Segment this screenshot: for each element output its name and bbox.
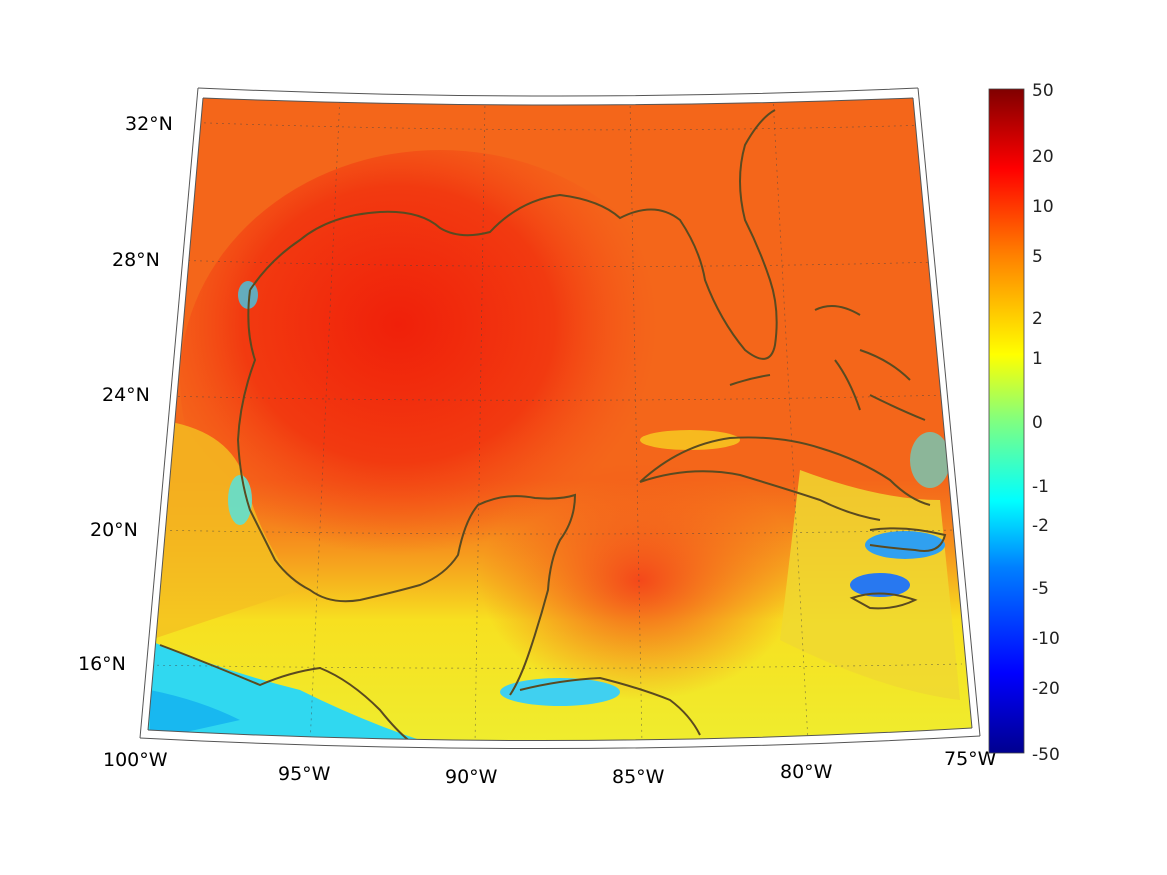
- lat-label-24: 24°N: [102, 384, 150, 406]
- lat-label-28: 28°N: [112, 249, 160, 271]
- lon-label-75: 75°W: [944, 748, 997, 770]
- longitude-labels: 100°W 95°W 90°W 85°W 80°W 75°W: [103, 748, 997, 788]
- lon-label-80: 80°W: [780, 761, 833, 783]
- coastlines: [159, 109, 947, 741]
- lon-label-95: 95°W: [278, 763, 331, 785]
- cb-label-1: 1: [1032, 349, 1043, 369]
- graticule: [148, 98, 963, 741]
- cb-label-10: 10: [1032, 197, 1054, 217]
- map-frame: [139, 87, 981, 750]
- cb-label-5: 5: [1032, 247, 1043, 267]
- map-field: [148, 98, 972, 741]
- lon-label-100: 100°W: [103, 749, 168, 771]
- cb-label-m20: -20: [1032, 679, 1060, 699]
- cb-label-m2: -2: [1032, 516, 1049, 536]
- cb-label-50: 50: [1032, 81, 1054, 101]
- cb-label-2: 2: [1032, 309, 1043, 329]
- lon-label-90: 90°W: [445, 766, 498, 788]
- cb-label-m50: -50: [1032, 745, 1060, 765]
- cb-label-20: 20: [1032, 147, 1054, 167]
- latitude-labels: 32°N 28°N 24°N 20°N 16°N: [78, 113, 173, 675]
- lat-label-32: 32°N: [125, 113, 173, 135]
- lat-label-20: 20°N: [90, 519, 138, 541]
- cb-label-0: 0: [1032, 413, 1043, 433]
- lat-label-16: 16°N: [78, 653, 126, 675]
- cb-label-m5: -5: [1032, 579, 1049, 599]
- colorbar: 50 20 10 5 2 1 0 -1 -2 -5 -10 -20 -50: [988, 81, 1060, 765]
- cb-label-m10: -10: [1032, 629, 1060, 649]
- lon-label-85: 85°W: [612, 766, 665, 788]
- cb-label-m1: -1: [1032, 477, 1049, 497]
- colorbar-gradient: [988, 88, 1025, 754]
